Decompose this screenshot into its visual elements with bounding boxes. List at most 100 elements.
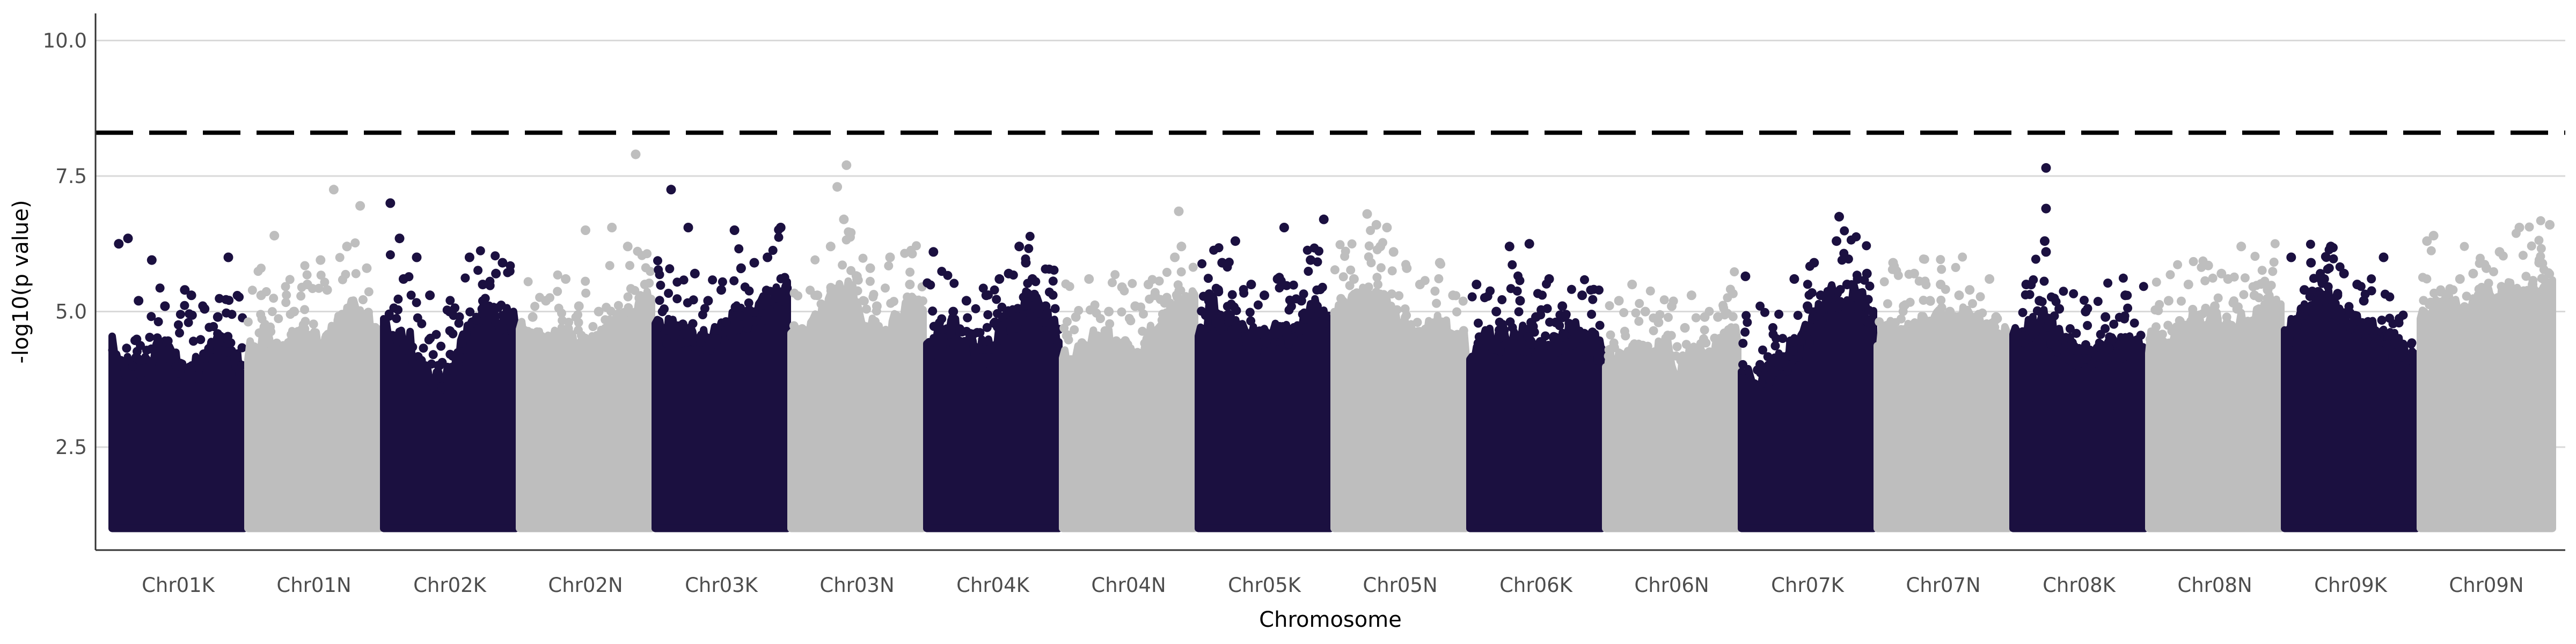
snp-point bbox=[1013, 304, 1022, 313]
snp-point bbox=[1680, 323, 1690, 333]
snp-point bbox=[736, 263, 746, 273]
snp-point bbox=[180, 301, 189, 310]
snp-point bbox=[1014, 241, 1024, 252]
snp-point bbox=[2018, 331, 2028, 340]
snp-point bbox=[1932, 311, 1942, 320]
snp-point bbox=[1495, 317, 1504, 327]
snp-point bbox=[1402, 263, 1412, 273]
snp-point bbox=[1760, 308, 1769, 317]
snp-point bbox=[1239, 285, 1248, 294]
snp-point bbox=[1314, 308, 1324, 318]
snp-point bbox=[1968, 299, 1977, 309]
snp-point bbox=[1635, 299, 1644, 308]
snp-point bbox=[160, 301, 170, 311]
snp-point bbox=[246, 340, 255, 349]
snp-point bbox=[721, 318, 731, 327]
snp-point bbox=[2163, 320, 2173, 330]
snp-point bbox=[2425, 300, 2434, 310]
snp-point bbox=[1505, 317, 1515, 327]
snp-point bbox=[2154, 306, 2163, 316]
snp-point bbox=[2521, 272, 2531, 281]
snp-point bbox=[1730, 267, 1739, 276]
snp-point bbox=[282, 290, 291, 300]
snp-point bbox=[613, 301, 623, 310]
snp-point bbox=[1703, 349, 1712, 359]
y-tick-label: 7.5 bbox=[55, 165, 87, 188]
snp-point bbox=[971, 304, 980, 313]
snp-point bbox=[1595, 320, 1605, 330]
snp-point bbox=[2081, 306, 2091, 317]
snp-point bbox=[1150, 290, 1160, 301]
snp-point bbox=[1700, 325, 1709, 335]
snp-point bbox=[193, 356, 202, 365]
snp-point bbox=[2124, 343, 2133, 353]
chromosome-points-chr08n bbox=[2145, 239, 2285, 532]
snp-point bbox=[445, 365, 455, 375]
snp-point bbox=[795, 335, 804, 345]
snp-point bbox=[175, 310, 185, 319]
snp-point bbox=[1117, 282, 1127, 292]
snp-point bbox=[1413, 318, 1422, 327]
snp-point bbox=[1360, 285, 1370, 295]
snp-point bbox=[214, 338, 224, 347]
snp-point bbox=[2072, 345, 2081, 354]
snp-point bbox=[702, 333, 712, 342]
snp-point bbox=[1336, 294, 1346, 303]
snp-point bbox=[1227, 290, 1237, 299]
snp-point bbox=[872, 301, 882, 311]
snp-point bbox=[1796, 336, 1805, 346]
snp-point bbox=[1448, 290, 1458, 301]
snp-point bbox=[431, 330, 441, 339]
snp-point bbox=[1050, 304, 1060, 313]
snp-point bbox=[1634, 317, 1644, 326]
snp-point bbox=[1710, 333, 1719, 343]
snp-point bbox=[718, 277, 727, 287]
snp-point bbox=[1738, 374, 1748, 383]
snp-point bbox=[1338, 272, 1348, 282]
snp-point bbox=[1713, 312, 1723, 322]
x-tick-label: Chr08N bbox=[2177, 574, 2252, 597]
snp-point bbox=[1302, 245, 1312, 255]
snp-point bbox=[1513, 331, 1523, 341]
snp-point bbox=[1854, 290, 1863, 300]
snp-point bbox=[1346, 265, 1356, 275]
snp-point bbox=[900, 248, 910, 258]
snp-point bbox=[657, 307, 667, 317]
snp-point bbox=[1728, 289, 1738, 298]
y-tick-label: 5.0 bbox=[55, 301, 87, 324]
snp-point bbox=[2524, 222, 2534, 232]
snp-point bbox=[2383, 332, 2393, 341]
snp-point bbox=[688, 319, 698, 328]
snp-point bbox=[2120, 290, 2131, 301]
point-cloud bbox=[516, 288, 655, 532]
snp-point bbox=[2428, 231, 2439, 241]
snp-point bbox=[173, 320, 183, 330]
snp-point bbox=[2239, 290, 2249, 299]
snp-point bbox=[1387, 289, 1396, 299]
snp-point bbox=[2306, 239, 2315, 249]
snp-point bbox=[2129, 318, 2139, 328]
snp-point bbox=[1990, 323, 2000, 332]
snp-point bbox=[2139, 282, 2148, 291]
snp-point bbox=[1506, 284, 1516, 294]
snp-point bbox=[654, 323, 663, 332]
snp-point bbox=[661, 325, 671, 335]
snp-point bbox=[1806, 323, 1816, 332]
chromosome-points-chr08k bbox=[2009, 163, 2149, 532]
snp-point bbox=[1114, 340, 1123, 349]
snp-point bbox=[749, 258, 759, 268]
snp-point bbox=[1246, 316, 1256, 326]
snp-point bbox=[1889, 323, 1898, 332]
snp-point bbox=[1875, 317, 1884, 327]
snp-point bbox=[992, 295, 1001, 304]
snp-point bbox=[2462, 291, 2471, 301]
snp-point bbox=[1387, 266, 1397, 276]
snp-point bbox=[2484, 279, 2493, 288]
snp-point bbox=[2222, 312, 2231, 322]
snp-point bbox=[640, 280, 650, 290]
snp-point bbox=[1770, 341, 1780, 350]
snp-point bbox=[1640, 306, 1650, 317]
snp-point bbox=[1504, 241, 1514, 252]
snp-point bbox=[1027, 274, 1037, 284]
snp-point bbox=[2448, 285, 2458, 295]
